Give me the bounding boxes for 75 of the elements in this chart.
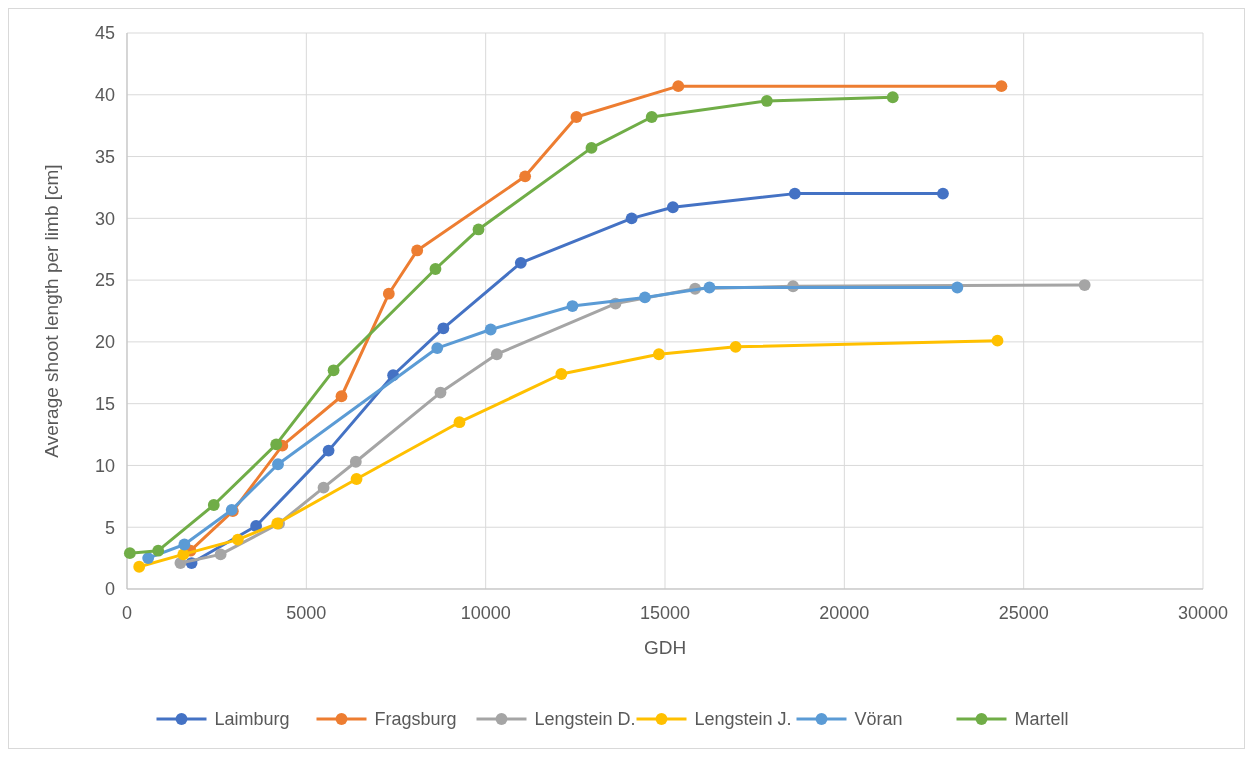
point <box>937 187 949 200</box>
point <box>645 111 658 123</box>
point <box>995 80 1008 93</box>
point <box>729 340 742 353</box>
point <box>272 458 284 471</box>
point <box>349 455 362 468</box>
x-tick-label: 15000 <box>639 603 691 623</box>
point <box>382 287 395 300</box>
x-tick-label: 0 <box>121 603 133 623</box>
point <box>350 473 363 485</box>
point <box>177 548 190 561</box>
legend-label: Laimburg <box>214 709 290 730</box>
point <box>133 560 146 573</box>
point <box>231 533 244 546</box>
point <box>585 142 598 154</box>
point <box>788 187 801 200</box>
point <box>207 499 220 511</box>
point <box>514 256 527 269</box>
point <box>566 300 579 312</box>
point <box>270 438 283 451</box>
y-tick-label: 30 <box>94 208 115 229</box>
point <box>570 111 583 123</box>
point <box>639 291 651 304</box>
legend-label: Fragsburg <box>374 709 457 730</box>
y-tick-label: 20 <box>94 332 115 353</box>
point <box>951 281 964 294</box>
y-tick-label: 25 <box>94 270 115 291</box>
point <box>123 547 136 560</box>
point <box>490 348 503 361</box>
legend-label: Lengstein J. <box>694 709 792 730</box>
point <box>429 263 442 275</box>
x-tick-label: 5000 <box>286 603 327 623</box>
legend-label: Lengstein D. <box>534 709 636 730</box>
y-tick-label: 5 <box>104 517 115 538</box>
y-tick-label: 0 <box>104 579 115 600</box>
x-tick-label: 25000 <box>998 603 1049 623</box>
point <box>519 170 532 183</box>
point <box>1078 279 1091 291</box>
y-axis-title: Average shoot length per limb [cm] <box>41 164 62 458</box>
point <box>672 80 685 93</box>
point <box>625 212 638 225</box>
y-tick-label: 10 <box>94 455 115 476</box>
point <box>214 548 227 561</box>
y-tick-label: 35 <box>94 146 115 167</box>
legend-label: Martell <box>1014 709 1069 730</box>
point <box>250 520 263 532</box>
legend-label: Vöran <box>854 709 903 730</box>
x-tick-label: 30000 <box>1177 603 1229 623</box>
point <box>886 91 899 104</box>
point <box>142 552 155 565</box>
point <box>152 544 165 557</box>
y-tick-label: 45 <box>94 23 115 44</box>
x-tick-label: 10000 <box>460 603 511 623</box>
point <box>484 323 497 336</box>
point <box>434 386 447 399</box>
x-axis-title: GDH <box>643 637 687 658</box>
point <box>322 444 335 457</box>
y-tick-label: 40 <box>94 85 115 106</box>
point <box>411 244 424 257</box>
point <box>317 481 330 494</box>
point <box>703 281 716 294</box>
point <box>431 342 444 354</box>
point <box>472 223 485 236</box>
point <box>760 95 773 107</box>
point <box>327 364 340 377</box>
point <box>437 322 450 335</box>
point <box>652 348 665 361</box>
point <box>555 368 568 380</box>
point <box>335 390 348 403</box>
point <box>991 334 1004 347</box>
point <box>666 201 679 214</box>
point <box>178 538 191 551</box>
point <box>453 416 466 429</box>
x-tick-label: 20000 <box>819 603 870 623</box>
y-tick-label: 15 <box>94 393 115 414</box>
